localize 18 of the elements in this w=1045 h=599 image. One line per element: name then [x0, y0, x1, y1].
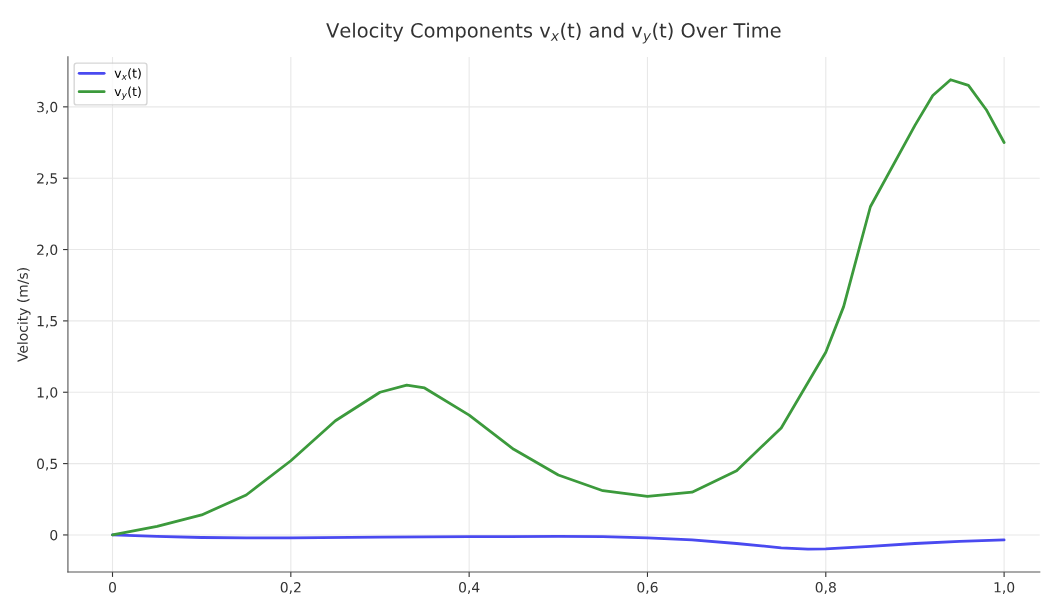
- x-tick-label: 0: [109, 582, 116, 593]
- chart-title: Velocity Components v$_{x}$(t) and v$_{y}$(t) Over Time: [326, 22, 781, 44]
- y-tick-label: 0: [50, 529, 58, 541]
- y-axis-title: Velocity (m/s): [17, 268, 31, 362]
- x-tick-label: 0,6: [637, 582, 658, 594]
- line-series: [111, 78, 1006, 537]
- y-tick-label: 2,5: [37, 173, 57, 186]
- y-tick-label: 1,0: [37, 387, 58, 400]
- y-tick-label: 0,5: [37, 458, 57, 471]
- x-tick-label: 1,0: [994, 582, 1015, 594]
- x-tick-label: 0,8: [815, 582, 836, 594]
- x-tick-label: 0,4: [459, 582, 480, 594]
- y-tick-label: 1,5: [37, 316, 57, 328]
- x-tick-label: 0,2: [280, 582, 301, 594]
- y-tick-label: 2,0: [37, 244, 58, 257]
- legend-label: v$_{y}$(t): [114, 86, 141, 100]
- y-tick-label: 3,0: [37, 101, 58, 114]
- legend-label: v$_{x}$(t): [114, 68, 141, 80]
